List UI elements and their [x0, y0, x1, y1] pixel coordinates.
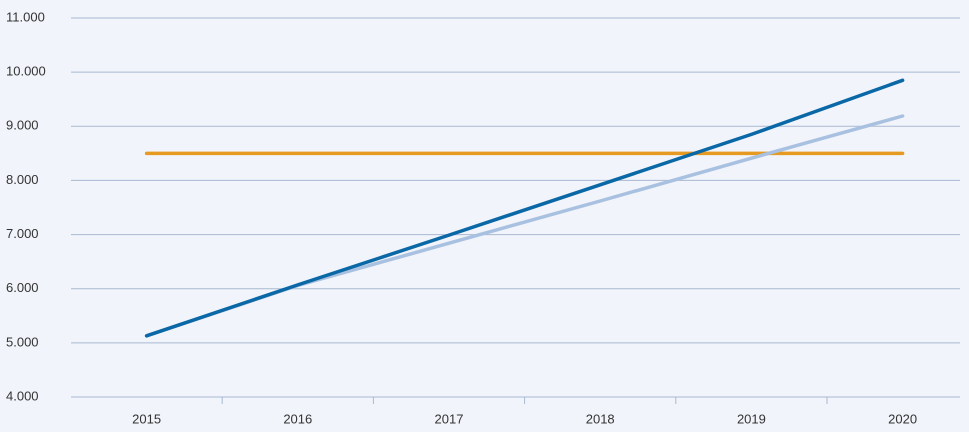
y-tick-label: 6.000 — [6, 280, 39, 295]
y-tick-label: 9.000 — [6, 118, 39, 133]
y-tick-label: 4.000 — [6, 388, 39, 403]
x-tick-label: 2019 — [737, 411, 766, 426]
x-tick-label: 2018 — [586, 411, 615, 426]
y-tick-label: 5.000 — [6, 334, 39, 349]
series-line — [144, 114, 905, 338]
y-tick-label: 7.000 — [6, 226, 39, 241]
y-tick-label: 11.000 — [6, 9, 45, 24]
x-tick-label: 2020 — [888, 411, 917, 426]
x-tick-label: 2017 — [435, 411, 464, 426]
x-tick-label: 2015 — [132, 411, 161, 426]
series-line — [144, 78, 905, 338]
y-tick-label: 10.000 — [6, 64, 46, 79]
y-tick-label: 8.000 — [6, 172, 39, 187]
x-tick-label: 2016 — [283, 411, 312, 426]
